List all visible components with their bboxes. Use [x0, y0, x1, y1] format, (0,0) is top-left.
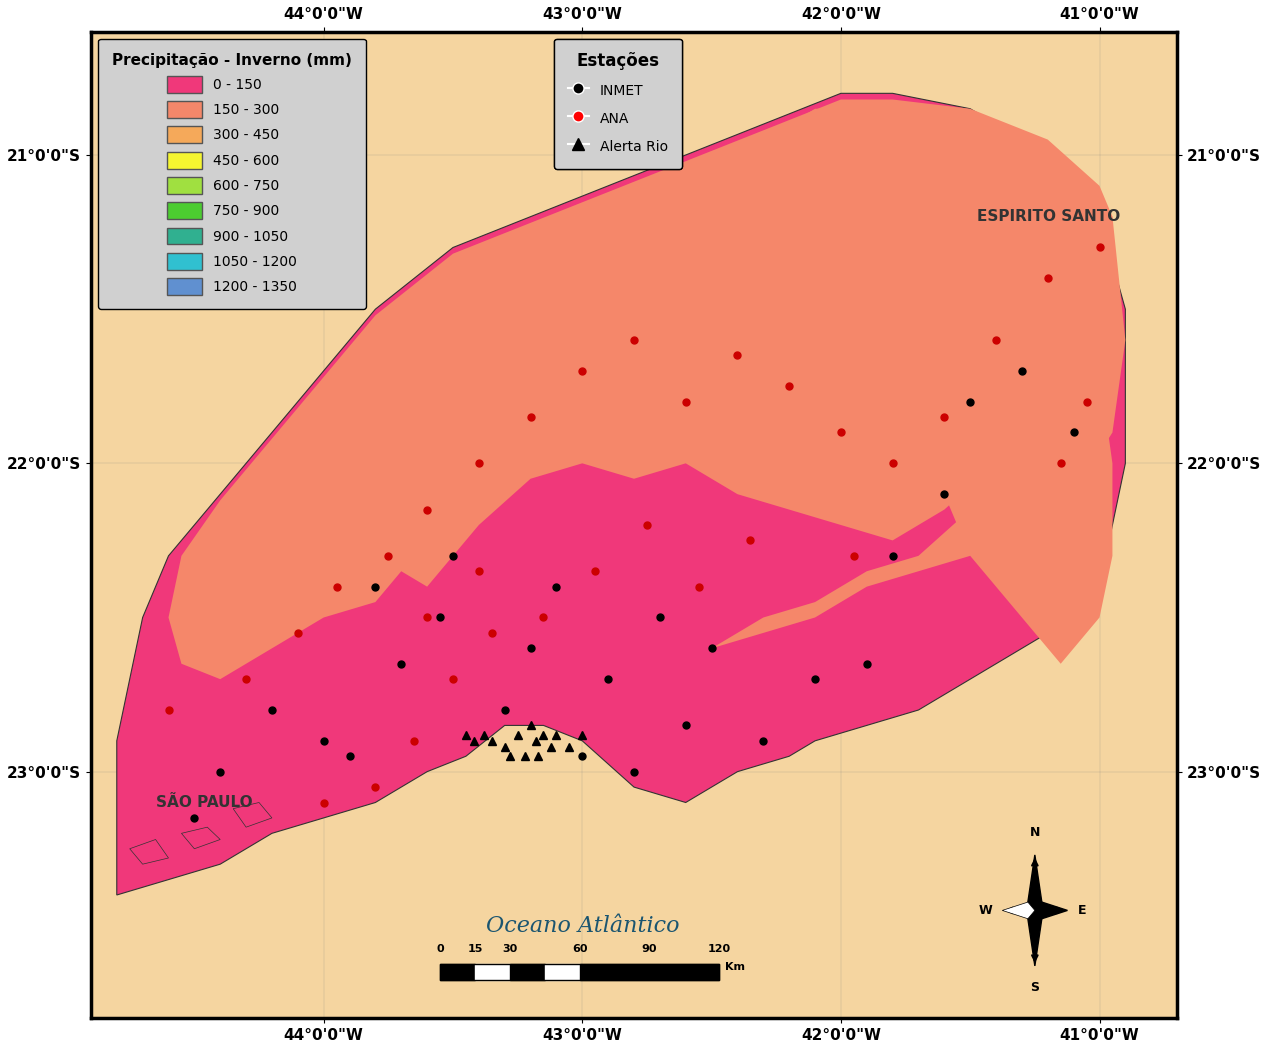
Text: 120: 120 [708, 944, 730, 953]
Polygon shape [453, 109, 1126, 648]
Text: 30: 30 [502, 944, 517, 953]
Text: SÃO PAULO: SÃO PAULO [156, 795, 252, 810]
Polygon shape [181, 827, 221, 848]
Text: N: N [1030, 826, 1040, 840]
Polygon shape [1035, 902, 1068, 919]
Text: E: E [1078, 904, 1087, 917]
Text: S: S [1031, 982, 1040, 994]
Text: 90: 90 [642, 944, 657, 953]
Text: 0: 0 [436, 944, 444, 953]
Text: Oceano Atlântico: Oceano Atlântico [486, 915, 680, 937]
Bar [440, 964, 719, 980]
Text: 60: 60 [572, 944, 587, 953]
Polygon shape [945, 340, 1112, 664]
Polygon shape [233, 802, 271, 827]
Text: W: W [978, 904, 992, 917]
Polygon shape [1028, 855, 1042, 910]
Polygon shape [129, 840, 169, 864]
Polygon shape [169, 100, 1112, 679]
Text: Km: Km [724, 963, 744, 972]
Polygon shape [117, 93, 1126, 895]
Text: 15: 15 [468, 944, 483, 953]
Legend: INMET, ANA, Alerta Rio: INMET, ANA, Alerta Rio [554, 39, 682, 169]
Polygon shape [1028, 910, 1042, 966]
Polygon shape [1002, 902, 1035, 919]
Text: ESPIRITO SANTO: ESPIRITO SANTO [976, 209, 1120, 224]
